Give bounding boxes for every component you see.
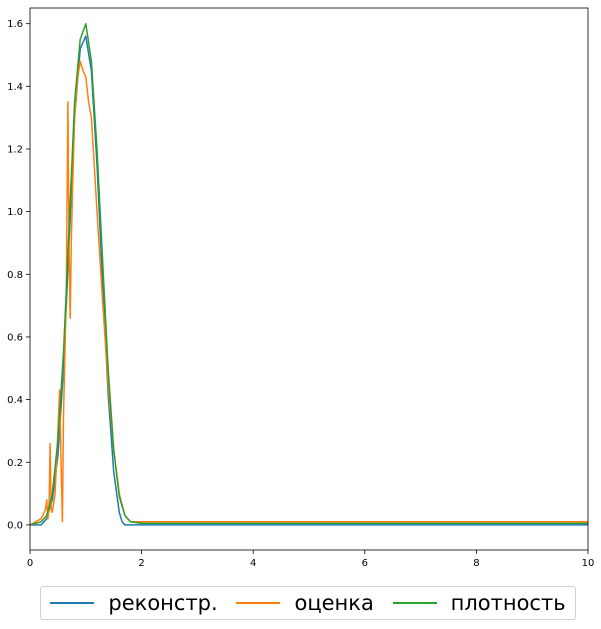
- legend-swatch-density: [392, 602, 437, 604]
- y-tick-label: 0.0: [7, 520, 23, 531]
- series-layer: [29, 22, 588, 526]
- line-chart: 0 2 4 6 8 10 0.0 0.2 0.4 0.6 0.8 1.0 1.2 1.4 1.6: [7, 7, 595, 569]
- y-tick-label: 0.2: [7, 458, 23, 469]
- legend-swatch-reconstr: [50, 602, 95, 604]
- x-tick-label: 6: [362, 558, 368, 569]
- legend-item-estimate: оценка: [236, 591, 374, 615]
- y-tick-label: 1.0: [7, 207, 23, 218]
- legend-item-density: плотность: [392, 591, 566, 615]
- legend-label-estimate: оценка: [294, 591, 374, 615]
- y-tick-label: 1.6: [7, 19, 23, 30]
- plot-frame: [29, 7, 589, 551]
- y-axis-ticks: 0.0 0.2 0.4 0.6 0.8 1.0 1.2 1.4 1.6: [7, 19, 30, 531]
- y-tick-label: 0.4: [7, 395, 23, 406]
- legend-label-density: плотность: [450, 591, 566, 615]
- x-axis-ticks: 0 2 4 6 8 10: [27, 550, 595, 569]
- x-tick-label: 0: [27, 558, 33, 569]
- x-tick-label: 8: [473, 558, 479, 569]
- legend-swatch-estimate: [236, 602, 281, 604]
- y-tick-label: 1.4: [7, 82, 23, 93]
- legend-item-reconstr: реконстр.: [50, 591, 218, 615]
- legend: реконстр. оценка плотность: [40, 586, 576, 620]
- y-tick-label: 1.2: [7, 144, 23, 155]
- legend-label-reconstr: реконстр.: [108, 591, 218, 615]
- x-tick-label: 2: [138, 558, 144, 569]
- y-tick-label: 0.8: [7, 270, 23, 281]
- x-tick-label: 4: [250, 558, 256, 569]
- y-tick-label: 0.6: [7, 332, 23, 343]
- x-tick-label: 10: [582, 558, 595, 569]
- series-line-density: [29, 22, 588, 526]
